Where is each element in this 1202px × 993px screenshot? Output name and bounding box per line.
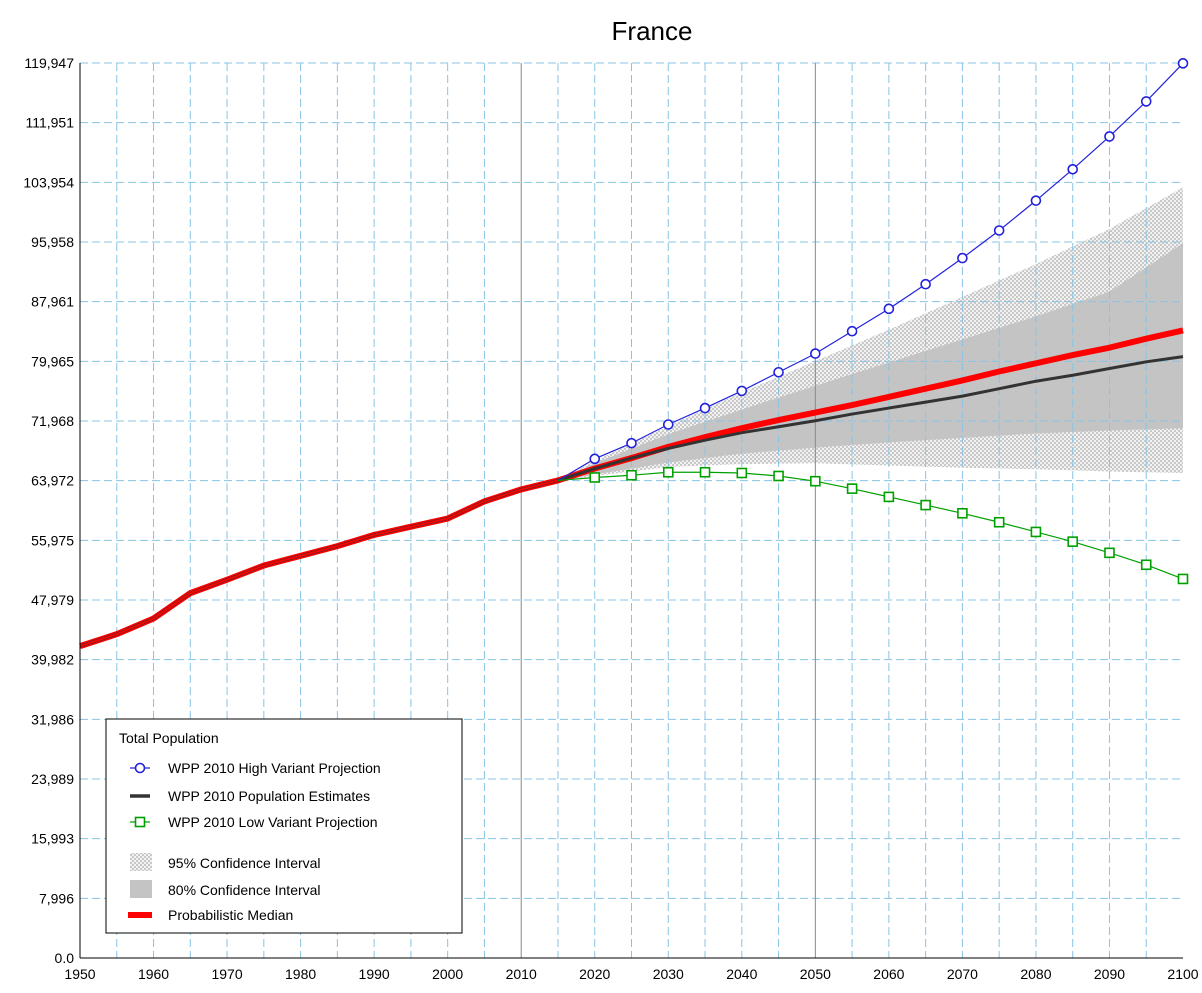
high-variant-point: [773, 366, 784, 378]
legend-label-ci80: 80% Confidence Interval: [168, 882, 321, 898]
y-tick-label: 31,986: [31, 711, 74, 727]
low-variant-point: [736, 467, 748, 479]
legend-marker-low: [134, 816, 146, 828]
x-tick-label: 2070: [947, 966, 978, 982]
y-tick-label: 119,947: [24, 55, 74, 71]
legend-marker-high: [134, 762, 146, 774]
low-variant-point: [589, 472, 601, 483]
high-variant-point: [1177, 58, 1189, 69]
high-variant-point: [1030, 195, 1042, 206]
high-variant-point: [1140, 96, 1152, 107]
high-variant-point: [662, 419, 674, 430]
y-tick-label: 71,968: [31, 413, 74, 429]
low-variant-line: [557, 471, 1184, 580]
high-variant-point: [1104, 131, 1115, 142]
x-tick-label: 1970: [211, 966, 242, 982]
x-tick-label: 1980: [285, 966, 316, 982]
high-variant-line: [557, 62, 1184, 481]
low-variant-point: [883, 491, 895, 503]
legend-title: Total Population: [119, 730, 219, 746]
high-variant-point: [810, 348, 821, 359]
low-variant-point: [773, 470, 784, 482]
legend-symbol-median: [128, 912, 152, 918]
low-variant-point: [957, 507, 968, 519]
y-tick-label: 87,961: [31, 294, 74, 310]
x-tick-label: 1960: [138, 966, 169, 982]
low-variant-point: [1140, 559, 1152, 571]
y-tick-label: 47,979: [31, 592, 74, 608]
y-tick-label: 39,982: [31, 652, 74, 668]
low-variant-point: [993, 516, 1005, 528]
legend-symbol-ci95: [130, 853, 152, 871]
low-variant-point: [1104, 547, 1115, 559]
median-historical-line: [79, 479, 559, 648]
y-tick-label: 23,989: [31, 771, 74, 787]
high-variant-point: [993, 225, 1005, 236]
y-tick-label: 95,958: [31, 234, 74, 250]
low-variant-point: [1067, 536, 1078, 547]
legend: Total Population WPP 2010 High Variant Pr…: [105, 718, 463, 934]
x-tick-label: 2030: [653, 966, 684, 982]
high-variant-point: [883, 303, 895, 315]
legend-label-high: WPP 2010 High Variant Projection: [168, 760, 381, 776]
chart-title: France: [612, 16, 693, 46]
low-variant-point: [699, 466, 711, 478]
legend-label-ci95: 95% Confidence Interval: [168, 855, 321, 871]
legend-symbol-ci80: [130, 880, 152, 898]
y-tick-label: 15,993: [31, 831, 74, 847]
low-variant-point: [810, 475, 821, 487]
legend-box: [105, 718, 463, 934]
y-tick-label: 111,951: [25, 115, 74, 131]
high-variant-point: [1067, 164, 1078, 175]
low-variant-point: [662, 466, 674, 478]
high-variant-point: [589, 453, 601, 465]
ci80-band: [557, 243, 1183, 481]
high-variant-point: [957, 252, 968, 264]
low-variant-point: [1030, 526, 1042, 538]
high-variant-point: [846, 325, 858, 337]
y-tick-label: 0.0: [55, 950, 75, 966]
y-tick-label: 55,975: [31, 532, 74, 548]
low-variant-point: [920, 499, 931, 511]
low-variant-point: [626, 469, 637, 481]
low-variant-point: [846, 483, 858, 494]
legend-label-median: Probabilistic Median: [168, 907, 293, 923]
y-tick-label: 63,972: [31, 473, 74, 489]
x-tick-label: 2010: [506, 966, 537, 982]
x-tick-label: 2050: [800, 966, 831, 982]
x-tick-label: 1990: [359, 966, 390, 982]
high-variant-point: [699, 402, 711, 414]
x-tick-label: 2020: [579, 966, 610, 982]
x-tick-label: 2040: [726, 966, 757, 982]
legend-label-low: WPP 2010 Low Variant Projection: [168, 814, 378, 830]
legend-label-estimates: WPP 2010 Population Estimates: [168, 788, 370, 804]
x-tick-label: 2080: [1020, 966, 1051, 982]
high-variant-point: [736, 385, 748, 397]
y-tick-label: 7,996: [39, 890, 74, 906]
x-tick-label: 2000: [432, 966, 463, 982]
y-tick-label: 79,965: [31, 353, 74, 369]
x-tick-label: 2100: [1167, 966, 1198, 982]
x-tick-label: 2090: [1094, 966, 1125, 982]
x-tick-label: 1950: [64, 966, 95, 982]
high-variant-point: [626, 437, 637, 449]
y-tick-label: 103,954: [23, 174, 74, 190]
x-tick-label: 2060: [873, 966, 904, 982]
low-variant-point: [1177, 573, 1189, 585]
high-variant-point: [920, 278, 931, 290]
